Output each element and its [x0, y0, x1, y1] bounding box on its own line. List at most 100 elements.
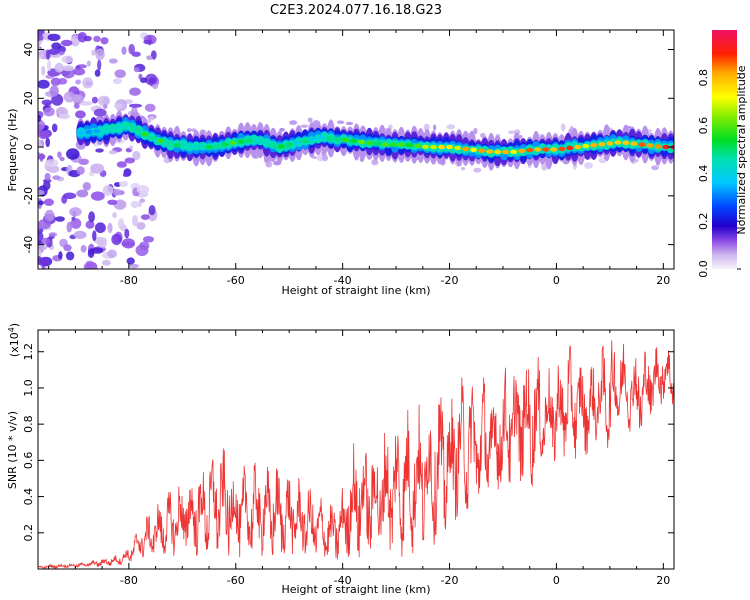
spectrogram-ridge-core	[654, 144, 662, 149]
spectrogram-noise-blob	[44, 159, 59, 168]
spectrogram-noise-blob	[44, 209, 55, 222]
spectrogram-ridge-core	[149, 136, 157, 141]
spectrogram-noise-blob	[446, 124, 456, 130]
colorbar-label: Normalized spectral amplitude	[735, 65, 748, 234]
spectrogram-ridge-core	[357, 139, 365, 145]
spectrogram-noise-blob	[38, 200, 45, 206]
spectrogram-y-tick-label: 40	[22, 43, 35, 57]
spectrogram-noise-blob	[83, 35, 92, 42]
spectrogram-noise-blob	[541, 162, 548, 171]
spectrogram-noise-blob	[100, 37, 109, 45]
spectrogram-noise-blob	[371, 159, 379, 166]
spectrogram-noise-blob	[91, 49, 96, 56]
spectrogram-noise-blob	[54, 62, 64, 73]
spectrogram-ridge-core	[381, 142, 389, 147]
spectrogram-ridge-core	[117, 124, 125, 130]
spectrogram-noise-blob	[107, 199, 118, 205]
spectrogram-noise-blob	[38, 119, 45, 131]
spectrogram-ridge-core	[349, 138, 357, 144]
spectrogram-ridge-core	[261, 140, 269, 145]
spectrogram-noise-blob	[78, 158, 89, 165]
spectrogram-noise-blob	[86, 60, 91, 67]
spectrogram-noise-blob	[132, 215, 139, 227]
spectrogram-noise-blob	[38, 114, 42, 123]
snr-panel: -80 -60 -40 -20 0 20 0.2 0.4 0.6 0.8 1.0 1.2 Height…	[6, 323, 675, 596]
spectrogram-noise-blob	[307, 117, 313, 123]
spectrogram-ridge-core	[133, 127, 141, 132]
spectrogram-noise-blob	[66, 221, 73, 233]
spectrogram-noise-blob	[38, 142, 42, 147]
spectrogram-ridge-core	[181, 143, 189, 149]
spectrogram-noise-blob	[107, 222, 113, 234]
spectrogram-noise-blob	[114, 103, 123, 109]
spectrogram-frame	[37, 29, 675, 270]
spectrogram-noise-blob	[80, 245, 87, 253]
spectrogram-ridge-core	[574, 144, 582, 150]
spectrogram-noise-blob	[61, 65, 75, 72]
spectrogram-noise-blob	[112, 78, 122, 85]
spectrogram-x-tick-label: 0	[553, 274, 560, 287]
spectrogram-ridge-core	[157, 138, 165, 144]
spectrogram-noise-blob	[73, 67, 86, 76]
spectrogram-noise-blob	[112, 234, 118, 243]
spectrogram-noise-blob	[265, 161, 273, 168]
snr-ticks: -80 -60 -40 -20 0 20 0.2 0.4 0.6 0.8 1.0 1.2	[22, 330, 674, 587]
spectrogram-ridge-core	[213, 144, 221, 149]
colorbar-tick-label: 0.8	[697, 69, 710, 87]
snr-y-tick-label: 0.4	[22, 488, 35, 506]
spectrogram-ridge-core	[237, 139, 245, 144]
spectrogram-ridge-core	[197, 144, 205, 150]
spectrogram-ridge-core	[526, 147, 534, 153]
spectrogram-ridge-core	[205, 144, 213, 150]
snr-y-tick-label: 1.0	[22, 379, 35, 397]
spectrogram-noise-blob	[38, 127, 49, 140]
spectrogram-noise-blob	[144, 103, 156, 112]
snr-x-tick-label: -20	[441, 574, 459, 587]
snr-frame	[37, 329, 675, 570]
spectrogram-noise-blob	[61, 55, 74, 64]
spectrogram-noise-blob	[138, 73, 143, 80]
spectrogram-noise-blob	[121, 46, 127, 55]
spectrogram-noise-blob	[45, 137, 50, 148]
spectrogram-noise-blob	[60, 39, 73, 47]
snr-ylabel: SNR (10 * v/v)	[6, 411, 19, 489]
spectrogram-ridge-core	[101, 128, 109, 133]
spectrogram-noise-blob	[93, 35, 101, 43]
spectrogram-noise-blob	[135, 244, 149, 256]
spectrogram-noise-blob	[39, 153, 44, 162]
spectrogram-noise-blob	[91, 262, 98, 269]
spectrogram-noise-blob	[87, 248, 95, 258]
spectrogram-ridge-core	[502, 149, 510, 155]
spectrogram-noise-blob	[51, 123, 58, 133]
spectrogram-xlabel: Height of straight line (km)	[281, 284, 430, 297]
spectrogram-noise-blob	[38, 224, 42, 230]
spectrogram-noise-blob	[570, 125, 574, 130]
spectrogram-noise-blob	[129, 145, 134, 150]
spectrogram-noise-blob	[43, 198, 54, 206]
spectrogram-noise-blob	[85, 81, 92, 86]
spectrogram-noise-blob	[136, 185, 150, 195]
spectrogram-ridge-core	[165, 141, 173, 146]
spectrogram-noise-blob	[128, 263, 140, 269]
spectrogram-ridge-core	[470, 147, 478, 152]
spectrogram-noise-blob	[82, 182, 92, 191]
spectrogram-noise-blob	[584, 162, 593, 169]
spectrogram-ridge-core	[430, 144, 437, 150]
spectrogram-noise-blob	[91, 96, 98, 104]
spectrogram-noise-blob	[61, 195, 68, 204]
spectrogram-ridge-core	[462, 146, 470, 152]
spectrogram-x-tick-label: -20	[441, 274, 459, 287]
spectrogram-noise-blob	[473, 167, 482, 173]
spectrogram-noise-blob	[55, 216, 65, 222]
spectrogram-noise-blob	[148, 115, 155, 121]
spectrogram-noise-blob	[121, 238, 136, 249]
spectrogram-noise-blob	[108, 150, 118, 155]
spectrogram-ridge-core	[317, 135, 325, 140]
spectrogram-noise-blob	[85, 220, 95, 229]
spectrogram-noise-blob	[560, 123, 566, 132]
spectrogram-noise-blob	[132, 150, 141, 161]
spectrogram-noise-blob	[73, 230, 87, 239]
spectrogram-noise-blob	[58, 251, 63, 260]
snr-background	[38, 330, 674, 569]
spectrogram-x-tick-label: -40	[334, 274, 352, 287]
